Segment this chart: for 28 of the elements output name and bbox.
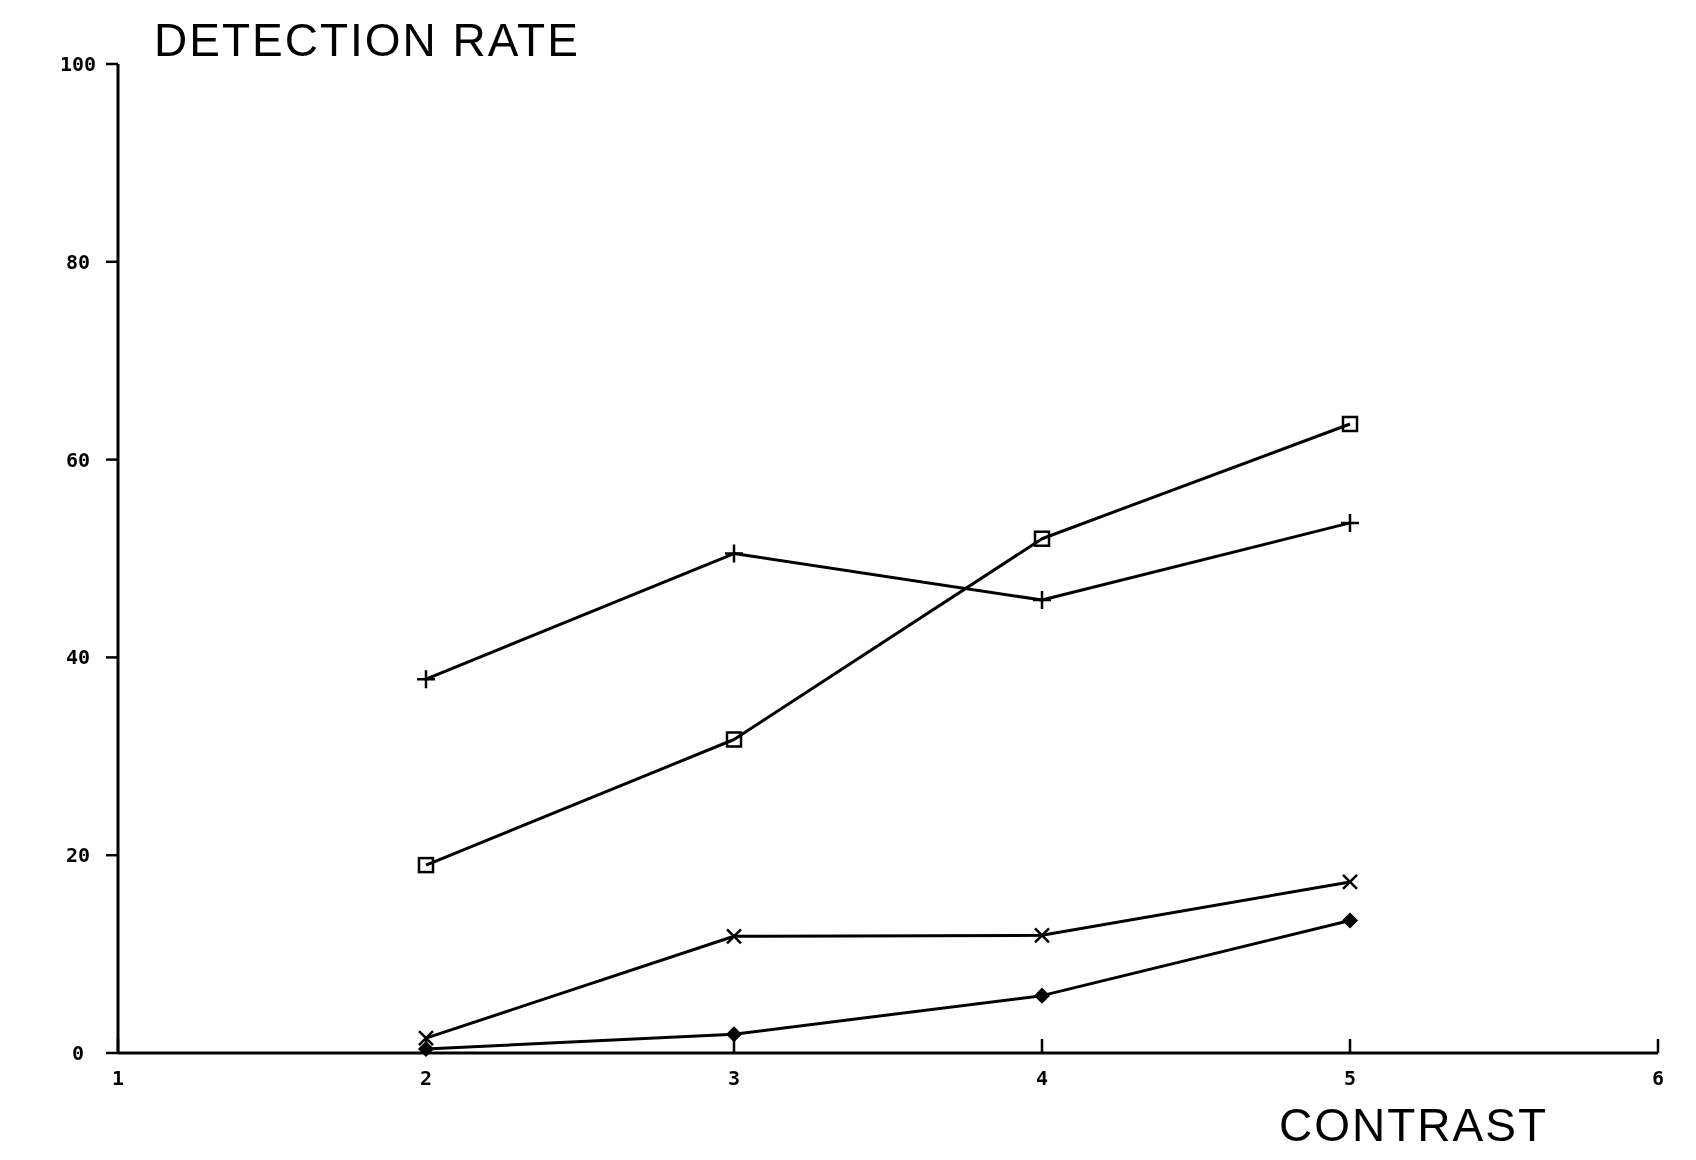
point	[726, 1026, 742, 1042]
y-tick-label: 60	[65, 447, 91, 472]
x-tick-label: 1	[111, 1066, 125, 1090]
point	[1341, 415, 1359, 433]
point	[417, 856, 435, 874]
point	[1341, 873, 1359, 891]
y-tick-label: 80	[65, 249, 91, 274]
point	[725, 731, 743, 748]
x-axis-title: CONTRAST	[1279, 1099, 1548, 1151]
y-axis-title: DETECTION RATE	[154, 14, 580, 66]
point	[1034, 987, 1050, 1004]
point	[417, 1029, 435, 1047]
point	[1033, 927, 1051, 944]
x-tick-label: 5	[1343, 1066, 1357, 1090]
point	[723, 543, 745, 564]
point	[1342, 912, 1358, 929]
x-tick-label: 6	[1651, 1066, 1665, 1090]
point	[1033, 530, 1051, 547]
x-tick-label: 2	[419, 1066, 433, 1090]
y-tick-label: 100	[59, 52, 97, 76]
y-tick-label: 40	[65, 645, 91, 670]
x-tick-label: 3	[727, 1066, 741, 1090]
x-tick-label: 4	[1035, 1066, 1049, 1090]
y-tick-label: 0	[71, 1041, 85, 1065]
point	[1339, 512, 1361, 534]
y-tick-label: 20	[65, 843, 91, 868]
point	[1031, 589, 1053, 611]
point	[415, 668, 437, 690]
